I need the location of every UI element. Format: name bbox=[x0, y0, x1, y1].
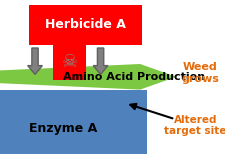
Bar bbox=[53, 45, 86, 80]
Text: Altered
target site: Altered target site bbox=[164, 115, 225, 136]
Bar bbox=[29, 5, 142, 45]
FancyArrow shape bbox=[93, 48, 108, 74]
Text: Enzyme A: Enzyme A bbox=[29, 122, 97, 135]
Polygon shape bbox=[0, 64, 176, 90]
Text: ☠: ☠ bbox=[61, 53, 77, 71]
FancyArrow shape bbox=[27, 48, 42, 74]
Text: Herbicide A: Herbicide A bbox=[45, 18, 126, 31]
Text: Weed
grows: Weed grows bbox=[180, 62, 218, 84]
Bar bbox=[0, 90, 146, 154]
Text: Amino Acid Production: Amino Acid Production bbox=[63, 72, 205, 82]
